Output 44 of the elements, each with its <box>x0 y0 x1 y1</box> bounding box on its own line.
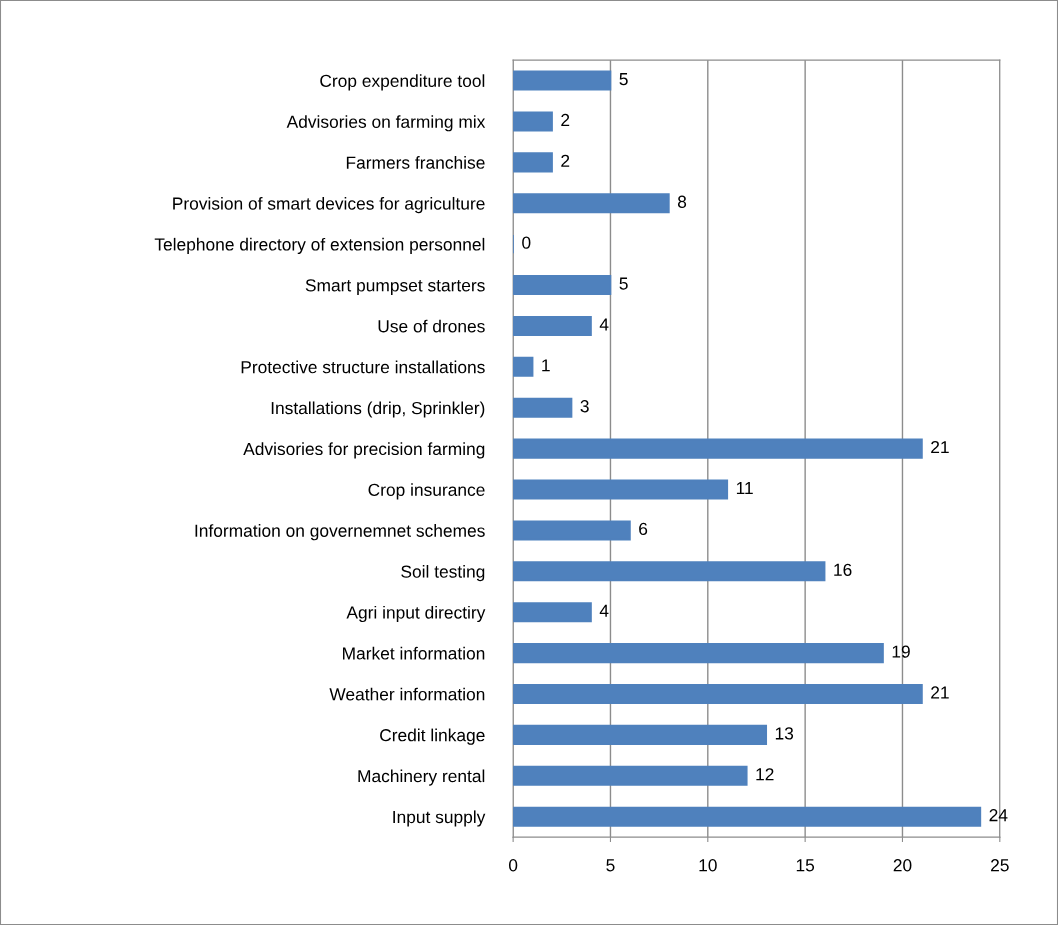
data-label: 21 <box>931 686 949 699</box>
y-tick-label: Farmers franchise <box>346 156 485 169</box>
y-tick-label: Agri input directiry <box>346 605 486 623</box>
data-label: 16 <box>834 563 852 576</box>
data-label: 2 <box>561 154 570 167</box>
y-tick-label: Provision of smart devices for agriculture <box>173 196 485 214</box>
y-tick-label: Crop expenditure tool <box>320 74 485 91</box>
data-label: 3 <box>580 400 589 413</box>
data-label: 6 <box>639 522 648 536</box>
y-tick-label: Installations (drip, Sprinkler) <box>271 401 485 418</box>
x-tick-label: 25 <box>991 859 1009 872</box>
y-tick-label: Smart pumpset starters <box>305 279 485 295</box>
x-tick-label: 20 <box>893 859 912 872</box>
y-tick-label: Information on governemnet schemes <box>195 524 485 541</box>
y-tick-label: Telephone directory of extension personnel <box>154 237 485 255</box>
data-label: 19 <box>892 645 910 658</box>
data-label: 13 <box>775 727 794 740</box>
y-tick-label: Input supply <box>393 810 486 827</box>
data-label: 21 <box>931 440 949 454</box>
y-tick-label: Advisories for precision farming <box>243 442 485 459</box>
data-label: 11 <box>736 482 753 495</box>
data-label: 24 <box>989 809 1008 822</box>
data-label: 5 <box>619 73 628 86</box>
data-label: 12 <box>756 768 774 781</box>
x-tick-label: 0 <box>508 859 518 872</box>
y-tick-label: Market information <box>343 646 485 660</box>
y-tick-label: Advisories on farming mix <box>286 115 486 132</box>
x-tick-label: 10 <box>699 859 717 872</box>
data-label: 8 <box>677 195 687 208</box>
data-label: 4 <box>599 318 609 331</box>
data-label: 4 <box>599 604 609 617</box>
data-label: 1 <box>542 359 550 372</box>
data-label: 2 <box>561 113 570 126</box>
y-tick-label: Use of drones <box>378 319 485 333</box>
y-tick-label: Soil testing <box>401 565 485 582</box>
y-tick-label: Credit linkage <box>380 728 485 745</box>
y-tick-label: Protective structure installations <box>241 360 485 374</box>
y-tick-label: Crop insurance <box>368 483 485 500</box>
data-label: 5 <box>619 277 628 290</box>
y-tick-label: Weather information <box>329 687 485 701</box>
x-tick-label: 5 <box>606 859 615 872</box>
data-label: 0 <box>522 236 531 249</box>
x-tick-label: 15 <box>796 859 815 872</box>
y-tick-label: Machinery rental <box>358 769 485 786</box>
